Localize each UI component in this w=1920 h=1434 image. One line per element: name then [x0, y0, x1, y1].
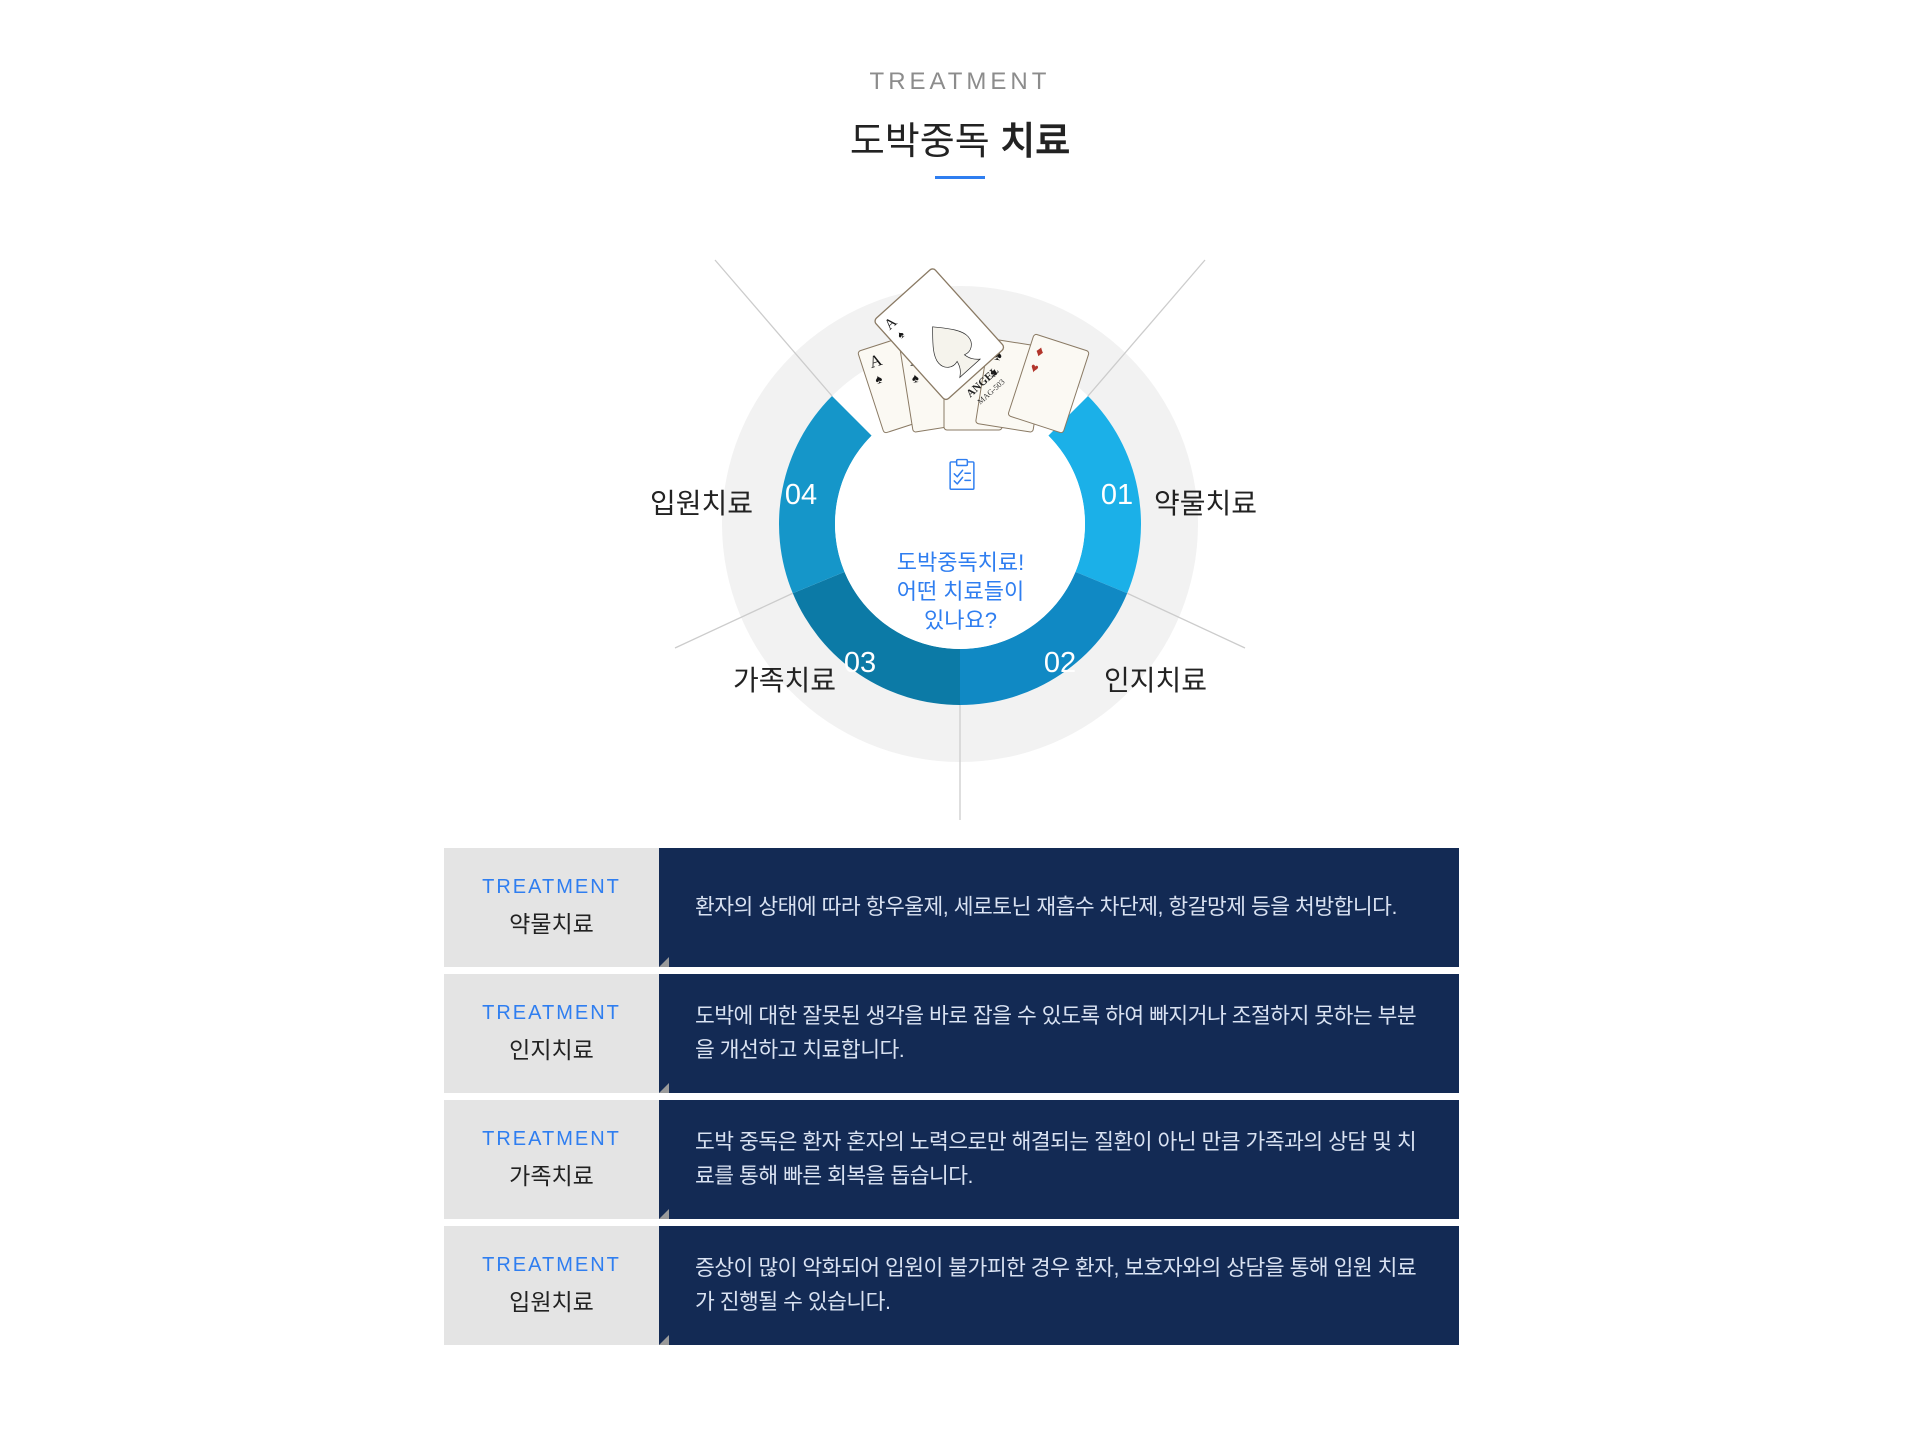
svg-text:03: 03 [844, 647, 876, 679]
svg-text:01: 01 [1101, 479, 1133, 511]
svg-text:04: 04 [785, 479, 817, 511]
svg-text:02: 02 [1044, 647, 1076, 679]
